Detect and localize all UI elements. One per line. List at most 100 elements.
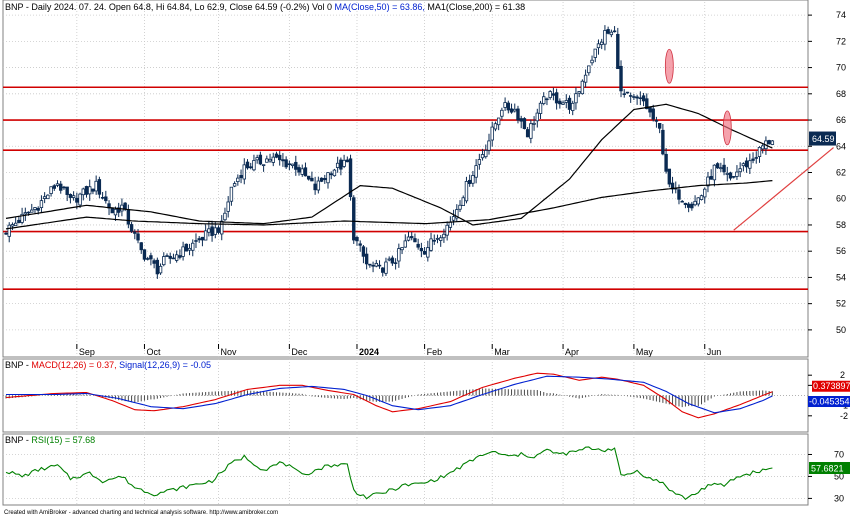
candle-body	[403, 240, 407, 248]
candle-body	[4, 232, 8, 235]
signal-line	[6, 375, 773, 414]
candle-body	[619, 65, 623, 92]
candle-body	[712, 164, 717, 181]
candle-body	[442, 233, 446, 239]
candle-body	[323, 178, 327, 181]
candle-body	[487, 140, 491, 151]
candle-body	[88, 186, 92, 195]
candle-body	[46, 194, 50, 200]
candle-body	[303, 167, 308, 177]
candle-body	[284, 159, 288, 168]
candle-body	[171, 257, 176, 260]
candle-body	[84, 186, 89, 195]
candle-body	[281, 159, 285, 162]
candle-body	[770, 140, 775, 145]
candle-body	[30, 209, 34, 213]
candle-body	[387, 258, 391, 261]
candle-body	[545, 98, 549, 101]
candle-body	[670, 182, 675, 190]
candle-body	[155, 259, 160, 275]
candle-body	[761, 145, 765, 150]
candle-body	[744, 160, 749, 168]
rsi-chart-title: BNP - RSI(15) = 57.68	[5, 435, 95, 445]
highlight-ellipse	[722, 110, 732, 146]
candle-body	[42, 196, 47, 199]
candle-body	[187, 247, 192, 251]
candle-body	[525, 129, 530, 138]
price-y-tick-label: 72	[836, 36, 846, 46]
candle-body	[149, 255, 153, 260]
candle-body	[384, 261, 388, 274]
candle-body	[229, 186, 234, 202]
candle-body	[271, 156, 275, 163]
candle-body	[110, 208, 114, 214]
month-label: 2024	[359, 347, 379, 357]
signal-value-badge-label: -0.045354	[809, 397, 850, 407]
candle-body	[538, 102, 543, 114]
rsi-value-badge	[809, 462, 850, 475]
candle-body	[68, 193, 73, 198]
macd-value-badge-label: 0.373897	[813, 381, 850, 391]
price-y-tick-label: 62	[836, 168, 846, 178]
candle-body	[274, 153, 279, 158]
candle-body	[477, 159, 482, 165]
macd-y-tick-label: 2	[840, 370, 845, 380]
last-price-badge-label: 64.59	[812, 134, 835, 144]
rsi-value-badge-label: 57.6821	[811, 464, 844, 474]
candle-body	[207, 228, 211, 233]
candle-body	[693, 200, 697, 206]
macd-chart-title: BNP - MACD(12,26) = 0.37, Signal(12,26,9…	[5, 360, 211, 370]
rsi-pane-frame	[2, 433, 809, 506]
candle-body	[609, 31, 614, 36]
candle-body	[567, 97, 572, 110]
candle-body	[503, 102, 507, 108]
candle-body	[661, 129, 665, 155]
candle-body	[17, 219, 21, 224]
candle-body	[690, 203, 694, 209]
candle-body	[445, 224, 449, 236]
macd-title-part: MACD(12,26) = 0.37,	[31, 360, 119, 370]
candle-body	[612, 30, 617, 33]
candle-body	[500, 109, 504, 117]
candle-body	[75, 197, 79, 203]
candle-body	[725, 172, 729, 175]
candle-body	[600, 41, 604, 45]
month-label: Nov	[221, 347, 238, 357]
candle-body	[245, 161, 250, 169]
candle-body	[719, 167, 723, 170]
candle-body	[664, 153, 668, 172]
candle-body	[49, 186, 53, 194]
candle-body	[329, 173, 333, 176]
candle-body	[13, 222, 18, 227]
candle-body	[542, 96, 546, 104]
price-y-tick-label: 58	[836, 220, 846, 230]
candle-body	[252, 160, 256, 171]
candle-body	[81, 188, 85, 196]
candle-body	[297, 167, 301, 173]
month-label: May	[636, 347, 654, 357]
candle-body	[194, 240, 198, 242]
rsi-y-tick-label: 70	[834, 449, 844, 459]
candle-body	[532, 122, 536, 125]
footer-credit: Created with AmiBroker - advanced charti…	[4, 510, 278, 516]
month-label: Oct	[146, 347, 161, 357]
candle-body	[358, 243, 362, 246]
candle-body	[438, 237, 443, 241]
candle-body	[657, 122, 662, 129]
rsi-y-tick-label: 50	[834, 471, 844, 481]
candle-body	[735, 171, 739, 177]
candle-body	[686, 203, 691, 208]
candle-body	[342, 159, 346, 167]
candle-body	[133, 231, 137, 234]
candle-body	[455, 209, 459, 219]
price-title-part: MA(Close,50) = 63.86,	[335, 2, 428, 12]
candle-body	[461, 197, 465, 206]
candle-body	[645, 98, 649, 110]
candle-body	[65, 186, 69, 195]
ma200-line	[5, 180, 773, 230]
candle-body	[239, 175, 243, 179]
macd-y-tick-label: -2	[840, 411, 848, 421]
price-y-tick-label: 56	[836, 246, 846, 256]
candle-body	[548, 91, 552, 98]
